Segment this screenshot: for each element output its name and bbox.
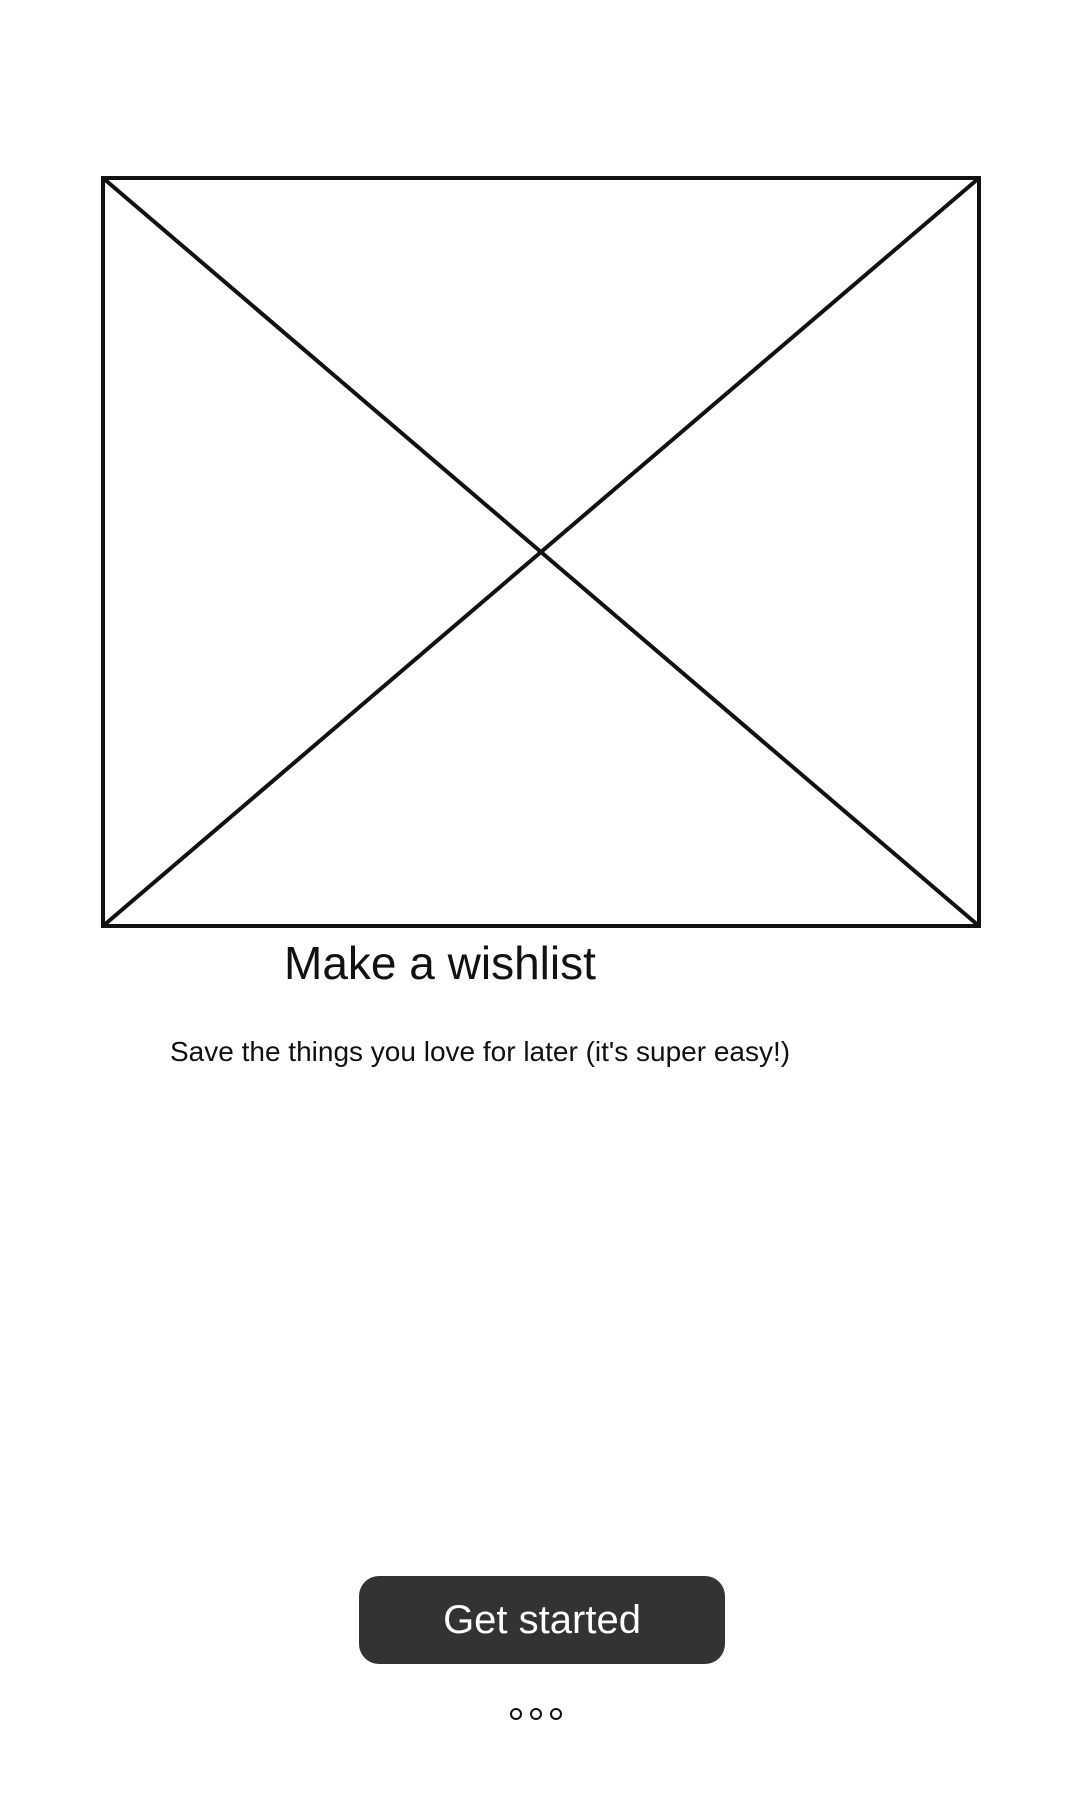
hero-image-placeholder xyxy=(101,176,981,928)
page-dot-1[interactable] xyxy=(510,1708,522,1720)
page-title: Make a wishlist xyxy=(284,937,596,989)
image-placeholder-icon xyxy=(101,176,981,928)
placeholder-diagonal-2 xyxy=(101,176,981,928)
page-dot-2[interactable] xyxy=(530,1708,542,1720)
page-indicator xyxy=(510,1708,562,1720)
page-dot-3[interactable] xyxy=(550,1708,562,1720)
placeholder-frame xyxy=(101,176,981,928)
page-subtitle: Save the things you love for later (it's… xyxy=(170,1036,791,1067)
get-started-button[interactable]: Get started xyxy=(359,1576,725,1664)
